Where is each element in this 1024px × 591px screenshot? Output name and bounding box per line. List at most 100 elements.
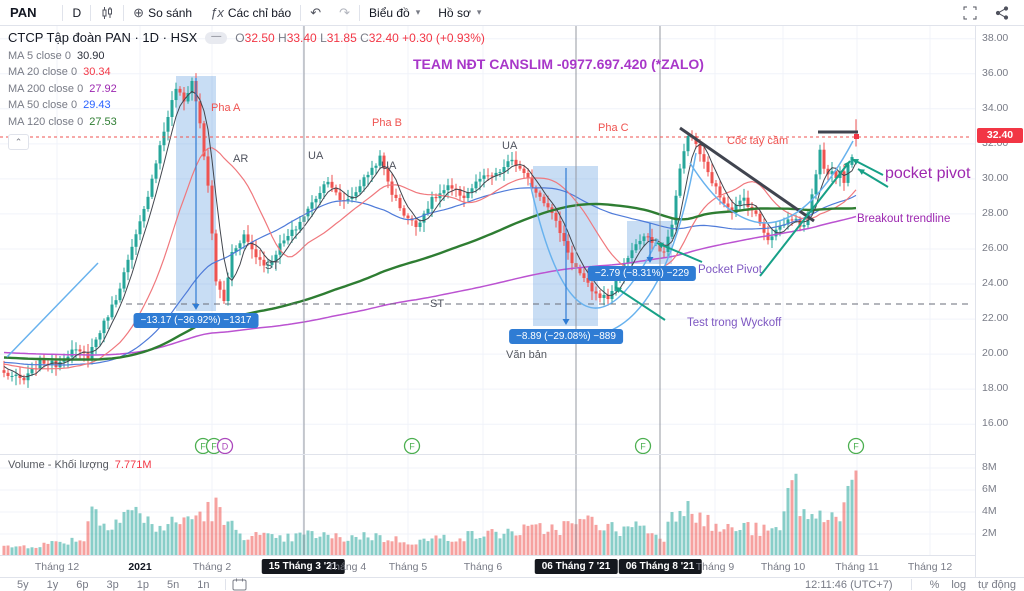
fullscreen-icon [963, 6, 977, 19]
range-button-3p[interactable]: 3p [106, 578, 119, 591]
toolbar-divider [62, 4, 64, 21]
price-tick: 36.00 [982, 66, 1009, 79]
ua-label-3[interactable]: UA [502, 140, 518, 152]
st-label-1[interactable]: ST [265, 260, 280, 272]
compare-button[interactable]: ⊕ So sánh [133, 4, 193, 20]
toolbar-divider [224, 579, 226, 590]
time-axis-label: Tháng 11 [835, 561, 879, 573]
clock-display[interactable]: 12:11:46 (UTC+7) [805, 578, 893, 591]
phase-c-label[interactable]: Pha C [598, 122, 629, 134]
volume-tick: 4M [982, 505, 997, 517]
toolbar-divider [300, 4, 302, 21]
time-axis-event-badge[interactable]: 06 Tháng 7 '21 [534, 559, 618, 574]
volume-legend[interactable]: Volume - Khối lượng 7.771M [8, 459, 152, 471]
ua-label-2[interactable]: UA [381, 160, 397, 172]
undo-icon: ↶ [310, 4, 322, 20]
phase-b-label[interactable]: Pha B [372, 117, 402, 129]
interval-button[interactable]: D [72, 5, 82, 20]
price-tick: 22.00 [982, 312, 1009, 325]
phase-a-label[interactable]: Pha A [211, 102, 241, 114]
svg-text:F: F [211, 442, 217, 452]
log-scale-button[interactable]: log [951, 578, 967, 591]
ma-50-row[interactable]: MA 50 close 0 29.43 [8, 99, 111, 111]
breakout-trendline-label[interactable]: Breakout trendline [857, 213, 951, 225]
bottom-toolbar: 5y 1y 6p 3p 1p 5n 1n 12:11:46 (UTC+7) % log tự… [0, 577, 1024, 591]
ua-label-1[interactable]: UA [308, 150, 324, 162]
price-range-label-1[interactable]: −13.17 (−36.92%) −1317 [133, 313, 259, 328]
range-button-5n[interactable]: 5n [167, 578, 180, 591]
time-axis-label: Tháng 6 [463, 561, 503, 573]
ar-label[interactable]: AR [233, 153, 249, 165]
range-button-1y[interactable]: 1y [46, 578, 59, 591]
ma-5-row[interactable]: MA 5 close 0 30.90 [8, 49, 105, 62]
chevron-down-icon: ▾ [476, 7, 482, 17]
ma-200-row[interactable]: MA 200 close 0 27.92 [8, 82, 117, 95]
ma-20-row[interactable]: MA 20 close 0 30.34 [8, 66, 111, 78]
time-axis[interactable]: Tháng 12 2021 Tháng 2 15 Tháng 3 '21 Tháng 4… [0, 555, 975, 577]
indicators-button[interactable]: ƒx Các chỉ báo [210, 5, 292, 20]
ma-120-row[interactable]: MA 120 close 0 27.53 [8, 115, 117, 128]
svg-text:F: F [409, 442, 415, 452]
pocket-pivot-big-label[interactable]: pocket pivot [885, 165, 971, 182]
time-axis-label: Tháng 10 [760, 561, 806, 573]
price-tick: 18.00 [982, 382, 1009, 395]
chart-style-button[interactable] [91, 0, 123, 26]
price-range-label-3[interactable]: −2.79 (−8.31%) −229 [587, 266, 697, 281]
fx-icon: ƒx [210, 5, 224, 20]
text-drawing-label[interactable]: Văn bản [506, 349, 547, 361]
range-buttons: 5y 1y 6p 3p 1p 5n 1n [8, 579, 219, 591]
price-tick: 20.00 [982, 347, 1009, 360]
price-tick: 24.00 [982, 277, 1009, 290]
toolbar-divider [359, 4, 361, 21]
share-button[interactable] [986, 0, 1018, 26]
price-range-label-2[interactable]: −8.89 (−29.08%) −889 [509, 329, 623, 344]
pocket-pivot-label[interactable]: Pocket Pivot [698, 264, 762, 276]
range-button-6p[interactable]: 6p [76, 578, 89, 591]
st-label-2[interactable]: ST [430, 298, 445, 310]
undo-button[interactable]: ↶ [301, 0, 330, 26]
toolbar-divider [910, 579, 912, 590]
symbol-button[interactable]: PAN [10, 5, 37, 20]
auto-scale-button[interactable]: tự động [978, 578, 1016, 591]
time-axis-label: Tháng 4 [327, 561, 367, 573]
top-toolbar: PAN D ⊕ So sánh ƒx Các chỉ báo ↶ ↷ Biểu … [0, 0, 1024, 26]
legend-more-button[interactable]: — [205, 31, 228, 44]
price-tick: 16.00 [982, 417, 1009, 430]
percent-scale-button[interactable]: % [929, 578, 940, 591]
range-button-1p[interactable]: 1p [136, 578, 149, 591]
wyckoff-test-label[interactable]: Test trong Wyckoff [687, 317, 782, 329]
svg-text:D: D [222, 442, 229, 452]
price-tick: 30.00 [982, 171, 1009, 184]
chart-menu-button[interactable]: Biểu đồ ▾ [369, 5, 421, 20]
profile-menu-button[interactable]: Hồ sơ ▾ [438, 5, 482, 20]
time-axis-label: Tháng 5 [388, 561, 428, 573]
range-button-1n[interactable]: 1n [197, 578, 210, 591]
redo-button[interactable]: ↷ [330, 0, 359, 26]
team-watermark[interactable]: TEAM NĐT CANSLIM -0977.697.420 (*ZALO) [413, 56, 704, 72]
fullscreen-button[interactable] [954, 0, 986, 26]
volume-tick: 2M [982, 527, 997, 539]
legend-collapse-button[interactable]: ⌃ [8, 133, 29, 150]
redo-icon: ↷ [339, 4, 351, 20]
calendar-icon[interactable] [232, 578, 247, 591]
last-price-label: 32.40 [977, 128, 1023, 143]
svg-text:F: F [200, 442, 206, 452]
time-axis-event-badge[interactable]: 15 Tháng 3 '21 [261, 559, 345, 574]
symbol-title[interactable]: CTCP Tập đoàn PAN · 1D · HSX [8, 30, 198, 45]
ohlc-values: O32.50 H33.40 L31.85 C32.40 +0.30 (+0.93… [235, 30, 485, 45]
volume-tick: 6M [982, 483, 997, 495]
chevron-down-icon: ▾ [415, 7, 421, 17]
volume-tick: 8M [982, 461, 997, 473]
price-tick: 38.00 [982, 31, 1009, 44]
range-button-5y[interactable]: 5y [17, 578, 29, 591]
candles-icon [102, 6, 113, 19]
share-icon [995, 5, 1009, 20]
chart-legend: CTCP Tập đoàn PAN · 1D · HSX — O32.50 H3… [8, 30, 485, 150]
cup-handle-label[interactable]: Cốc tay cầm [727, 135, 789, 147]
time-axis-event-badge[interactable]: 06 Tháng 8 '21 [618, 559, 702, 574]
svg-text:F: F [853, 442, 859, 452]
price-axis[interactable]: 38.0036.0034.0032.0030.0028.0026.0024.00… [975, 26, 1024, 577]
toolbar-divider [90, 4, 92, 21]
